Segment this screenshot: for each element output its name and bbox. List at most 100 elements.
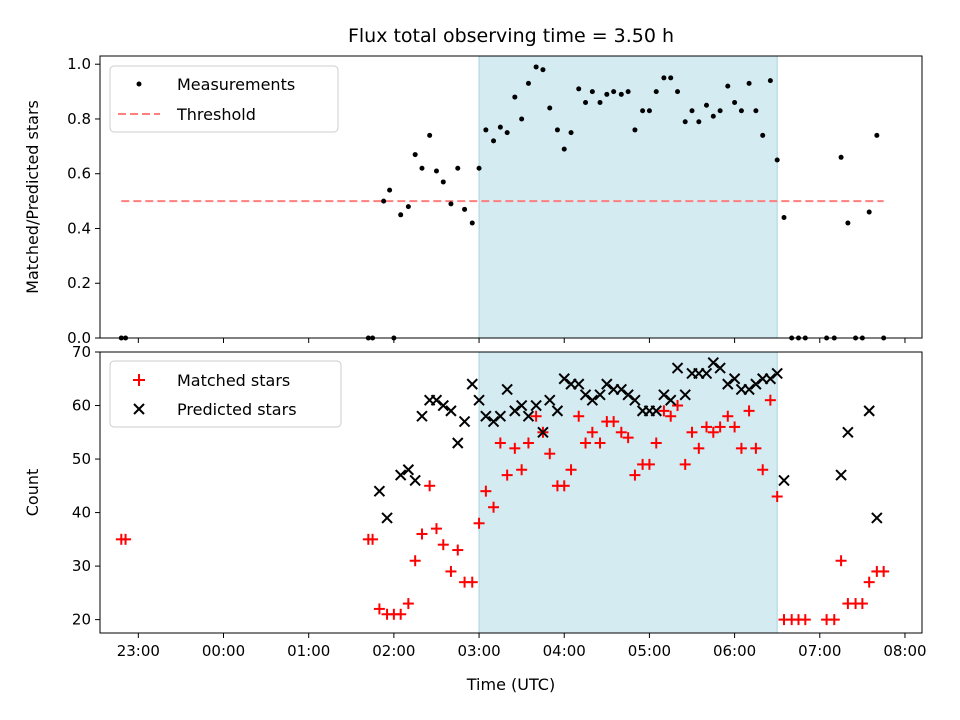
y-tick-label: 0.8: [67, 110, 91, 128]
predicted-star-point-b: [771, 367, 783, 380]
measurement-point: [483, 127, 489, 133]
x-ticks-top: [137, 338, 906, 343]
measurement-point: [632, 127, 638, 133]
matched-star-point: [367, 533, 379, 545]
predicted-star-point: [445, 405, 457, 417]
matched-star-point: [580, 437, 592, 449]
predicted-star-point-b: [650, 405, 662, 417]
matched-star-point: [722, 410, 734, 422]
predicted-stars-points: [373, 356, 883, 524]
panel-counts: 20 30 40 50 60 70 23:00 00:00 01:00 02:00 03:00 04…: [23, 343, 927, 660]
predicted-star-point-b: [522, 410, 535, 422]
predicted-star-point-b: [714, 362, 726, 374]
predicted-star-point: [722, 378, 734, 390]
measurement-point: [504, 130, 510, 136]
x-tick-label: 23:00: [117, 642, 160, 660]
predicted-star-point-b: [544, 394, 556, 406]
y-tick-label: 0.2: [67, 274, 91, 292]
predicted-star-point: [394, 469, 407, 481]
measurement-point: [689, 108, 695, 114]
measurement-point: [589, 89, 595, 95]
matched-star-point: [771, 491, 783, 503]
measurement-point: [661, 75, 667, 81]
measurement-point: [625, 89, 631, 95]
matched-star-point: [729, 421, 741, 433]
matched-star-point: [120, 533, 132, 545]
measurement-point: [738, 108, 744, 114]
measurement-point: [866, 209, 872, 215]
matched-stars-points: [115, 394, 890, 626]
y-tick-label: 20: [72, 611, 91, 629]
predicted-star-point: [671, 362, 684, 374]
matched-star-point: [494, 437, 506, 449]
predicted-star-point: [416, 410, 428, 422]
predicted-star-point: [622, 389, 634, 401]
predicted-star-point: [743, 383, 755, 396]
measurement-point: [760, 132, 766, 138]
y-tick-label: 60: [72, 397, 91, 415]
y-axis-label-top: Matched/Predicted stars: [23, 100, 42, 294]
predicted-star-point: [650, 405, 662, 417]
predicted-star-point-b: [445, 405, 457, 417]
measurement-point: [448, 201, 454, 207]
predicted-star-point: [586, 394, 599, 406]
measurement-points: [118, 64, 887, 341]
measurement-point: [845, 220, 851, 226]
matched-star-point: [679, 458, 691, 470]
predicted-star-point-b: [871, 512, 883, 524]
y-tick-label: 0.0: [67, 329, 91, 347]
predicted-star-point: [707, 356, 720, 369]
y-tick-label: 0.4: [67, 219, 91, 237]
matched-star-point: [643, 458, 655, 470]
legend-measurements-marker: [136, 81, 142, 87]
predicted-star-point-b: [416, 410, 428, 422]
x-tick-label: 02:00: [372, 642, 415, 660]
matched-star-point: [473, 517, 485, 529]
predicted-star-point-b: [402, 464, 415, 476]
legend-measurements-label: Measurements: [177, 75, 295, 94]
measurement-point: [653, 89, 659, 95]
predicted-star-point-b: [373, 485, 386, 497]
y-ticks-bottom: 20 30 40 50 60 70: [72, 343, 100, 629]
x-tick-label: 03:00: [457, 642, 500, 660]
predicted-star-point-b: [629, 394, 641, 406]
predicted-star-point: [381, 512, 393, 524]
matched-star-point: [700, 421, 712, 433]
measurement-point: [405, 204, 411, 210]
measurement-point: [568, 130, 574, 136]
measurement-point: [611, 89, 617, 95]
measurement-point: [462, 206, 468, 212]
predicted-star-point: [458, 415, 471, 428]
matched-star-point: [544, 448, 556, 460]
matched-star-point: [452, 544, 464, 556]
predicted-star-point: [558, 373, 570, 385]
predicted-star-point-b: [579, 389, 592, 401]
predicted-star-point-b: [615, 383, 628, 396]
measurement-point: [440, 179, 446, 185]
predicted-star-point: [871, 512, 883, 524]
matched-star-point: [488, 501, 500, 513]
predicted-star-point-b: [722, 378, 734, 390]
predicted-star-point: [665, 394, 677, 406]
matched-star-point: [466, 576, 478, 588]
matched-star-point: [373, 603, 385, 615]
matched-star-point: [437, 539, 449, 551]
measurement-point: [561, 146, 567, 152]
x-tick-label: 05:00: [628, 642, 671, 660]
predicted-star-point-b: [452, 437, 464, 449]
matched-star-point: [835, 555, 847, 567]
predicted-star-point-b: [863, 405, 875, 417]
matched-star-point: [416, 528, 428, 540]
predicted-star-point: [573, 378, 585, 390]
predicted-star-point: [700, 367, 713, 380]
measurement-point: [668, 75, 674, 81]
predicted-star-point: [629, 394, 641, 406]
measurement-point: [381, 198, 387, 204]
y-axis-label-bottom: Count: [23, 469, 42, 517]
predicted-star-point: [750, 378, 762, 390]
measurement-point: [387, 187, 393, 193]
measurement-point: [746, 80, 752, 86]
predicted-star-point-b: [778, 474, 790, 487]
matched-star-point: [573, 410, 585, 422]
predicted-star-point-b: [381, 512, 393, 524]
